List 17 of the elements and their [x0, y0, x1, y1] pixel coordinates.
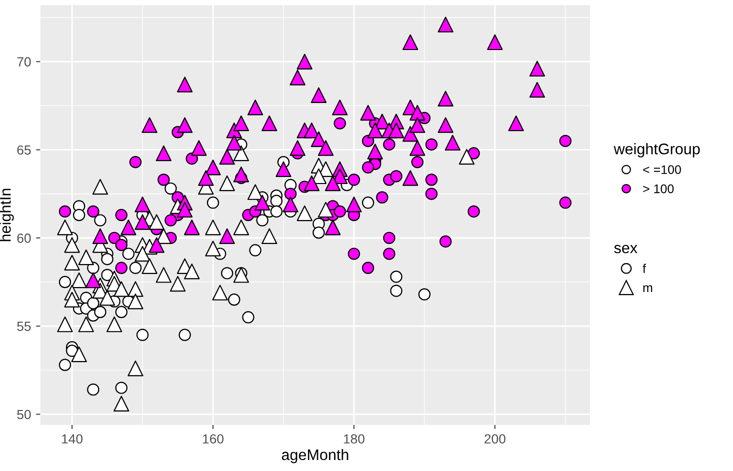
- legend-label: > 100: [643, 184, 674, 194]
- x-tick-label: 140: [62, 434, 83, 444]
- text: sex: [614, 244, 638, 254]
- y-tick-label: 65: [17, 145, 31, 155]
- y-tick-label: 55: [17, 322, 31, 332]
- x-axis-title: ageMonth: [282, 448, 348, 464]
- y-tick-label: 60: [17, 234, 31, 243]
- x-tick-label: 160: [202, 434, 224, 444]
- legend-label: < =100: [643, 165, 681, 174]
- y-axis-title: heightIn: [0, 188, 14, 242]
- text: f: [642, 264, 646, 273]
- y-tick-label: 70: [17, 57, 31, 67]
- text: weightGroup: [614, 143, 700, 158]
- text: m: [643, 285, 652, 292]
- x-tick-label: 200: [484, 434, 506, 444]
- y-tick-label: 50: [17, 410, 31, 420]
- x-tick-label: 180: [344, 434, 364, 444]
